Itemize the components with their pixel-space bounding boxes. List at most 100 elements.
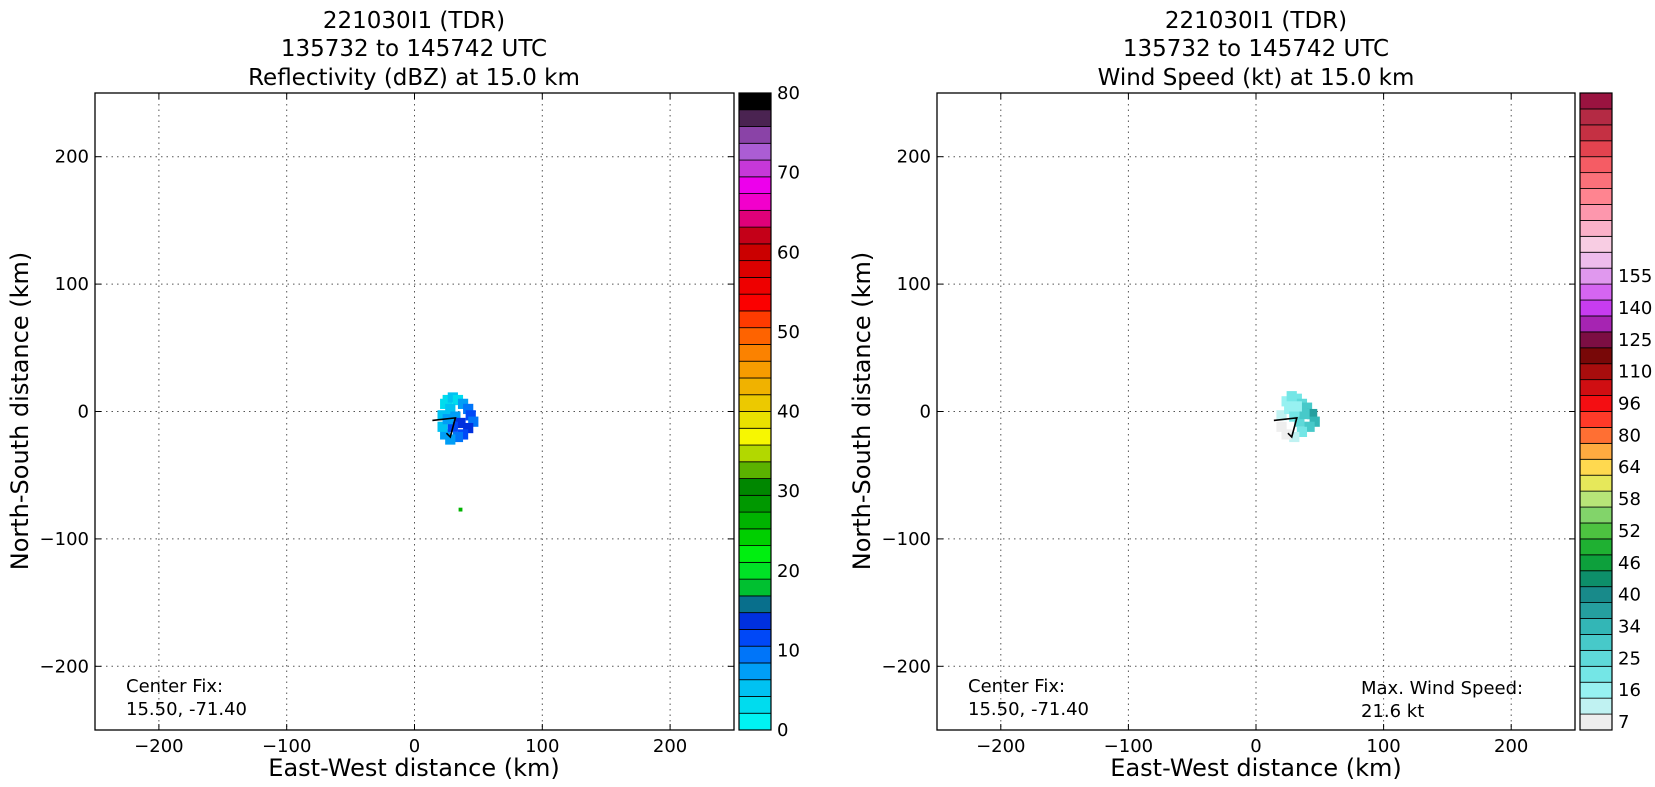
colorbar-segment xyxy=(1579,331,1613,349)
colorbar-tick-label: 125 xyxy=(1618,330,1652,351)
x-axis-label: East-West distance (km) xyxy=(268,754,559,782)
colorbar-tick-label: 34 xyxy=(1618,616,1641,637)
y-axis-label: North-South distance (km) xyxy=(848,252,876,571)
colorbar-segment xyxy=(738,360,772,379)
x-tick-label: 0 xyxy=(1250,736,1261,757)
storm-track-line xyxy=(432,416,457,439)
colorbar-segment xyxy=(738,561,772,580)
x-tick-label: 100 xyxy=(1366,736,1400,757)
colorbar-tick-label: 20 xyxy=(777,561,800,582)
x-tick-label: −200 xyxy=(976,736,1025,757)
colorbar-segment xyxy=(738,662,772,681)
colorbar-tick-label: 10 xyxy=(777,640,800,661)
colorbar-segment xyxy=(1579,347,1613,365)
colorbar-segment xyxy=(738,310,772,329)
colorbar-tick-label: 80 xyxy=(777,83,800,104)
echo-cells xyxy=(437,392,479,512)
colorbar-segment xyxy=(738,109,772,127)
x-axis-label: East-West distance (km) xyxy=(1110,754,1401,782)
colorbar-segment xyxy=(738,511,772,530)
echo-cell xyxy=(1291,401,1302,412)
colorbar-segment xyxy=(738,612,772,630)
echo-cell xyxy=(437,421,448,432)
colorbar-segment xyxy=(738,92,772,111)
colorbar-tick-label: 60 xyxy=(777,242,800,263)
center-fix-label: Center Fix: xyxy=(126,676,223,697)
x-ticks: −200 −100 0 100 200 xyxy=(976,93,1528,757)
colorbar-tick-label: 0 xyxy=(777,720,788,741)
chart-title-line-1: 221030I1 (TDR) xyxy=(1165,8,1347,34)
colorbar-segment xyxy=(738,394,772,412)
echo-cell xyxy=(1289,431,1300,443)
chart-title-line-3: Reflectivity (dBZ) at 15.0 km xyxy=(248,65,580,91)
colorbar-segment xyxy=(1579,219,1613,237)
colorbar-tick-label: 96 xyxy=(1618,394,1641,415)
y-tick-label: −100 xyxy=(882,529,931,550)
colorbar-segment xyxy=(1579,427,1613,444)
x-tick-label: −100 xyxy=(1104,736,1153,757)
colorbar-tick-label: 58 xyxy=(1618,489,1641,510)
echo-cell xyxy=(1304,421,1315,432)
panel-reflectivity: 221030I1 (TDR) 135732 to 145742 UTC Refl… xyxy=(6,8,800,782)
colorbar-segment xyxy=(1579,395,1613,412)
colorbar-segment xyxy=(738,461,772,479)
colorbar-segment xyxy=(1579,586,1613,603)
colorbar-segment xyxy=(738,645,772,664)
echo-cell xyxy=(1276,410,1287,421)
y-tick-label: 0 xyxy=(78,402,89,423)
colorbar-segment xyxy=(1579,108,1613,126)
y-tick-label: 100 xyxy=(897,274,931,295)
echo-cell xyxy=(463,422,474,434)
colorbar-tick-label: 16 xyxy=(1618,680,1641,701)
y-tick-label: −100 xyxy=(40,529,89,550)
colorbar-segment xyxy=(1579,172,1613,189)
y-tick-label: 200 xyxy=(897,147,931,168)
colorbar-segment xyxy=(1579,204,1613,221)
x-tick-label: −200 xyxy=(134,736,183,757)
colorbar-tick-label: 110 xyxy=(1618,362,1652,383)
colorbar-segment xyxy=(1579,538,1613,556)
colorbar-segment xyxy=(1579,649,1613,667)
colorbar-segment xyxy=(1579,474,1613,492)
colorbar-segment xyxy=(1579,315,1613,333)
chart-title-line-2: 135732 to 145742 UTC xyxy=(1123,36,1389,62)
echo-cell xyxy=(440,429,451,440)
echo-cell xyxy=(450,411,461,422)
colorbar-frame xyxy=(1579,92,1613,731)
echo-cell xyxy=(1284,403,1295,415)
x-tick-label: 0 xyxy=(409,736,420,757)
echo-cell xyxy=(445,403,456,415)
colorbar-frame xyxy=(738,92,772,731)
echo-cell xyxy=(1276,421,1287,432)
colorbar-segment xyxy=(1579,506,1613,524)
colorbar-tick-label: 7 xyxy=(1618,712,1629,733)
colorbar-segment xyxy=(1579,283,1613,301)
colorbar-tick-label: 25 xyxy=(1618,648,1641,669)
colorbar-segment xyxy=(1579,522,1613,540)
colorbar-segment xyxy=(1579,681,1613,699)
colorbar-segment xyxy=(738,595,772,614)
colorbar-segment xyxy=(738,679,772,697)
colorbar-tick-label: 70 xyxy=(777,163,800,184)
colorbar-tick-label: 80 xyxy=(1618,425,1641,446)
colorbar-segment xyxy=(1579,602,1613,619)
colorbar-segment xyxy=(738,528,772,547)
echo-cell xyxy=(1281,429,1292,440)
center-fix-value: 15.50, -71.40 xyxy=(126,699,247,720)
echo-cell xyxy=(465,410,476,421)
colorbar-segment xyxy=(738,276,772,295)
colorbar-segment xyxy=(1579,235,1613,253)
echo-cell xyxy=(1294,416,1305,427)
colorbar-tick-label: 40 xyxy=(777,402,800,423)
echo-cell xyxy=(452,431,464,443)
colorbar-tick-label: 52 xyxy=(1618,521,1641,542)
colorbar-segment xyxy=(1579,618,1613,635)
colorbar-segment xyxy=(1579,140,1613,158)
chart-title-line-1: 221030I1 (TDR) xyxy=(323,8,505,34)
colorbar-segment xyxy=(1579,713,1613,731)
colorbar: 0 10 20 30 40 50 60 70 80 xyxy=(738,83,800,741)
track-lines xyxy=(432,416,457,439)
colorbar-segment xyxy=(738,712,772,731)
colorbar-tick-label: 140 xyxy=(1618,298,1652,319)
colorbar-segment xyxy=(738,411,772,429)
